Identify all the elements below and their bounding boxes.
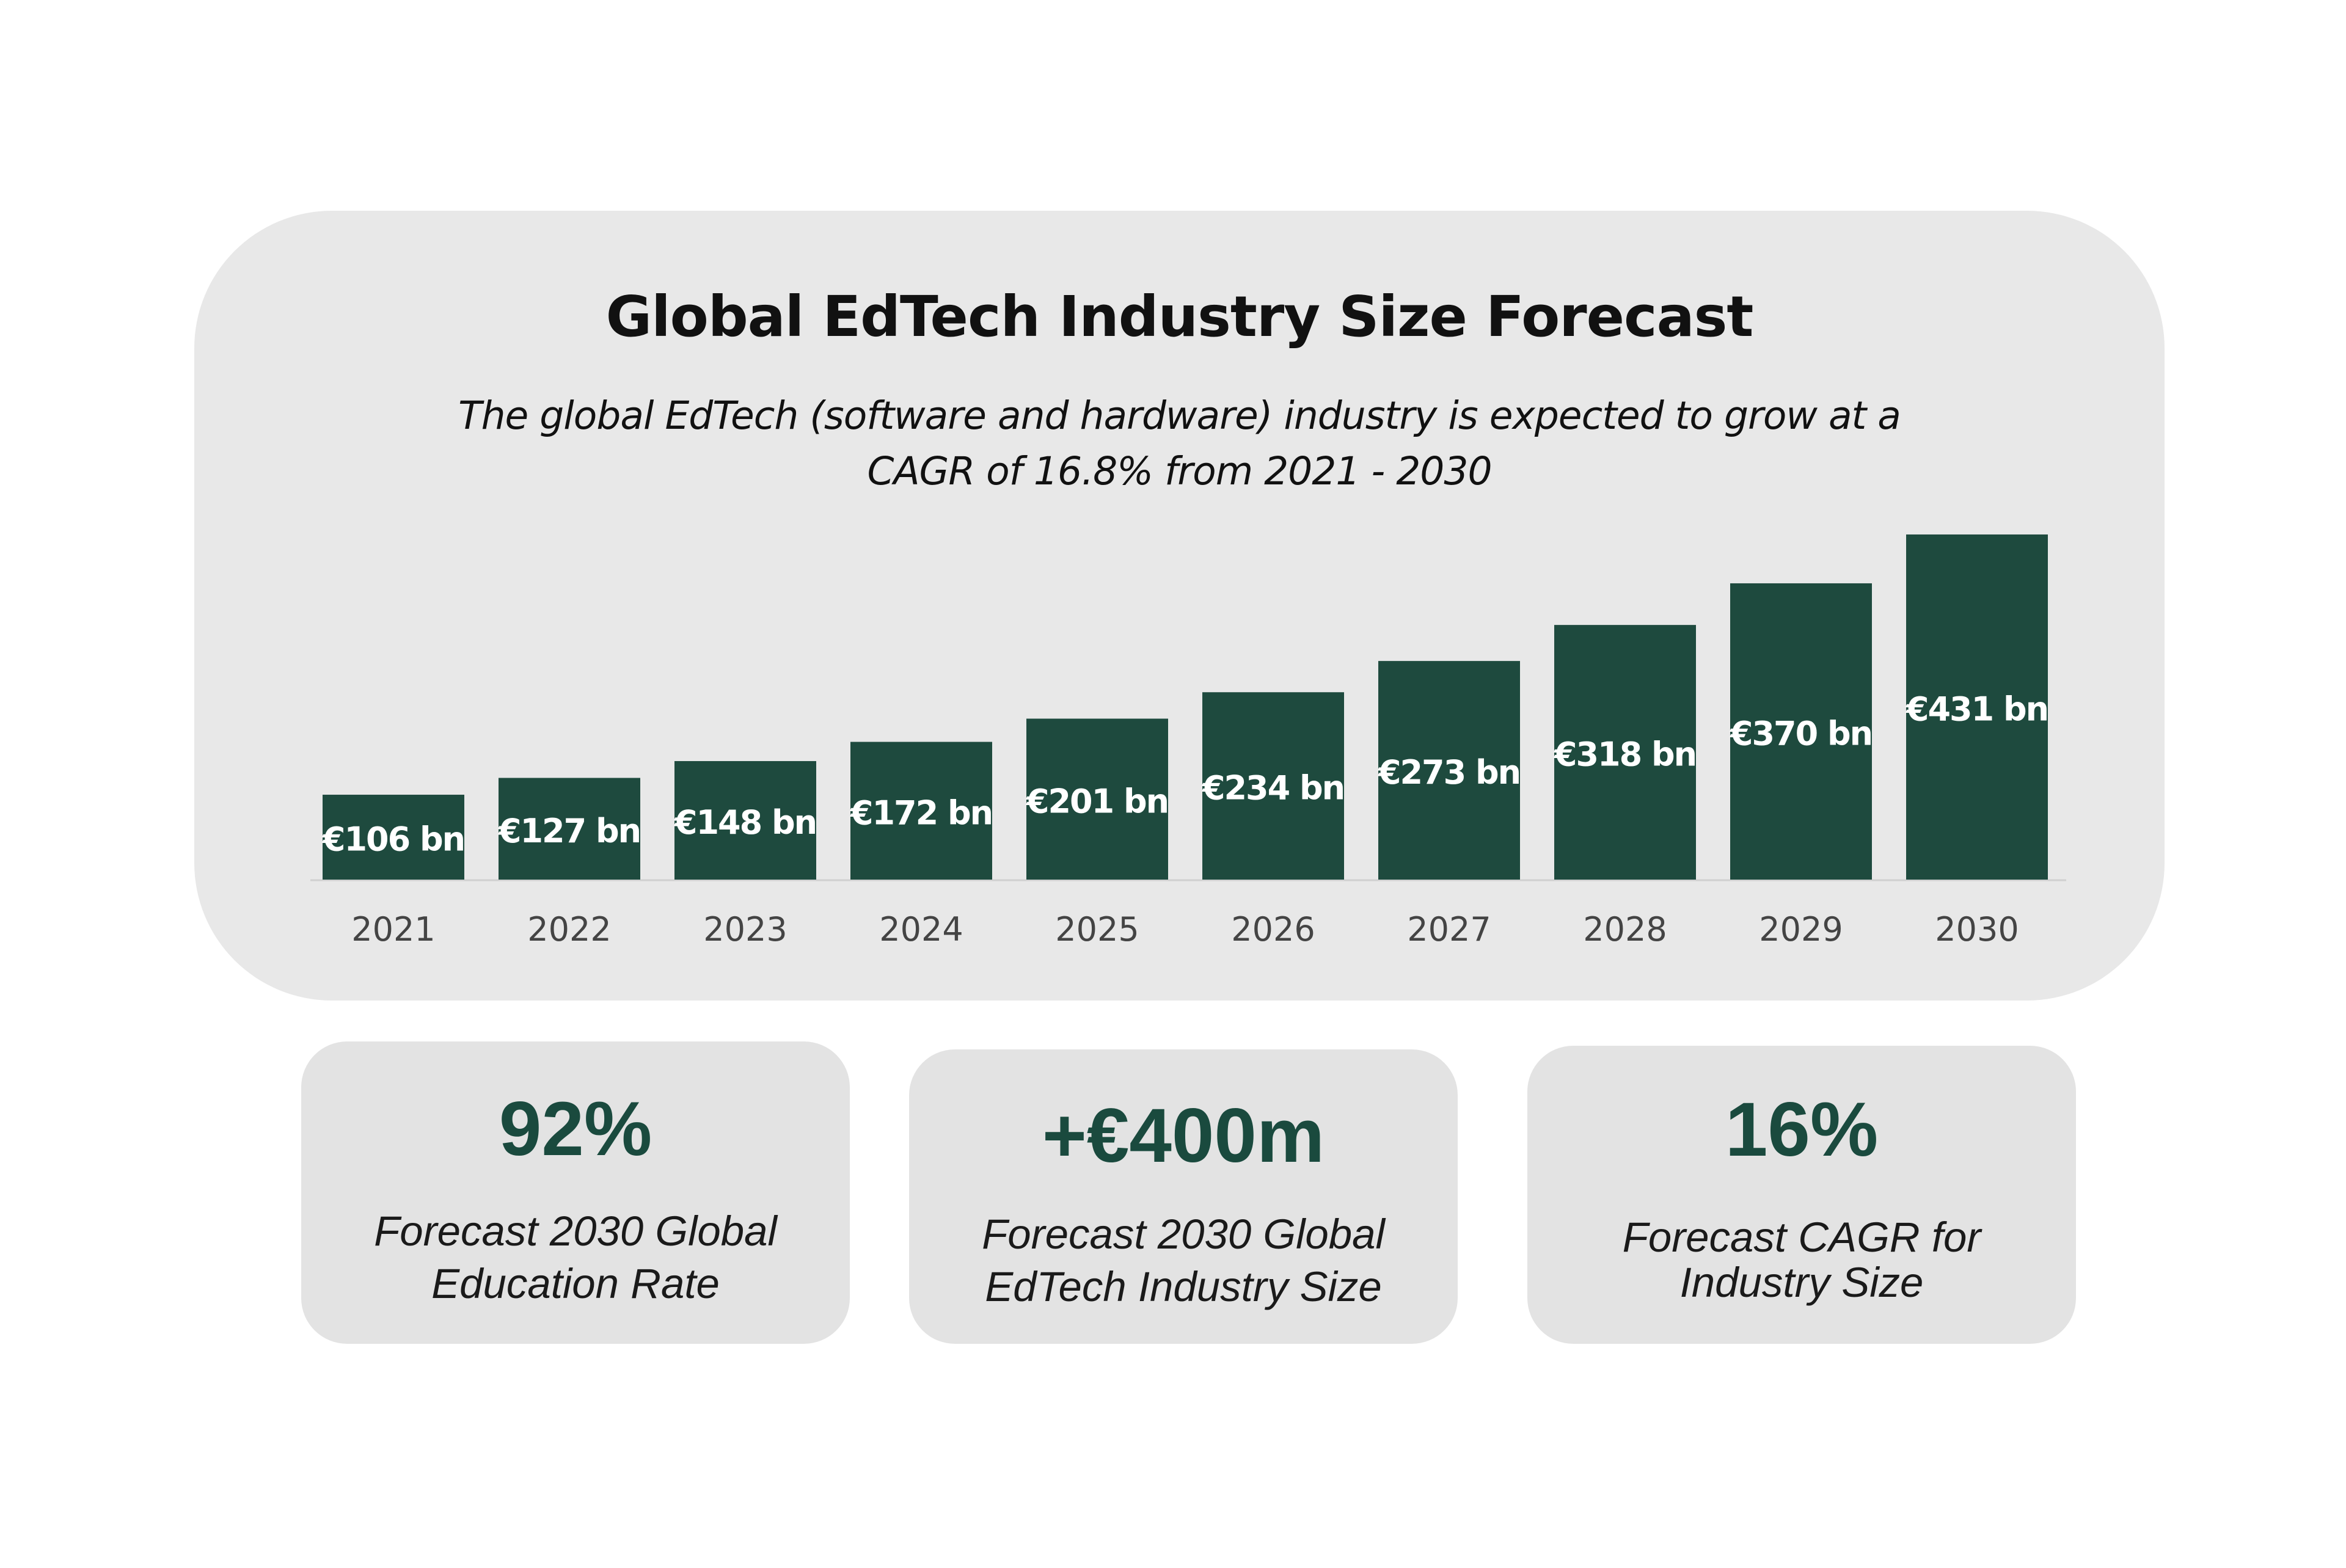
stat-card-cagr: 16% Forecast CAGR for Industry Size <box>1527 1046 2076 1344</box>
chart-subtitle-line-2: CAGR of 16.8% from 2021 - 2030 <box>867 449 1492 494</box>
stat-value: 16% <box>1725 1087 1879 1172</box>
bar-2025 <box>1026 718 1168 880</box>
stat-label-line: Forecast CAGR for <box>1622 1214 1981 1261</box>
x-tick-label-2029: 2029 <box>1759 910 1843 949</box>
x-tick-label-2027: 2027 <box>1407 910 1491 949</box>
bar-2024 <box>850 742 992 880</box>
stat-label-line: EdTech Industry Size <box>985 1263 1382 1310</box>
stat-label-line: Forecast 2030 Global <box>374 1208 777 1255</box>
chart-title: Global EdTech Industry Size Forecast <box>605 284 1754 349</box>
stat-label: Forecast 2030 Global EdTech Industry Siz… <box>909 1208 1458 1313</box>
x-tick-label-2026: 2026 <box>1231 910 1315 949</box>
bar-2028 <box>1554 625 1696 880</box>
stat-value: 92% <box>499 1087 652 1172</box>
x-tick-label-2021: 2021 <box>351 910 435 949</box>
data-label-2023: €148 bn <box>673 803 816 842</box>
bar-2027 <box>1378 661 1520 880</box>
chart-subtitle: The global EdTech (software and hardware… <box>194 388 2165 499</box>
data-label-2030: €431 bn <box>1905 690 2048 729</box>
x-tick-label-2023: 2023 <box>703 910 787 949</box>
bar-chart: €106 bn 2021 €127 bn 2022 €148 bn 2023 €172 bn… <box>310 534 2066 949</box>
stat-card-education-rate: 92% Forecast 2030 Global Education Rate <box>301 1041 850 1344</box>
data-label-2027: €273 bn <box>1377 753 1520 792</box>
bar-2026 <box>1202 692 1344 880</box>
x-tick-label-2025: 2025 <box>1055 910 1139 949</box>
bar-2023 <box>674 760 816 880</box>
data-label-2028: €318 bn <box>1553 735 1696 774</box>
data-label-2024: €172 bn <box>849 793 992 832</box>
data-label-2026: €234 bn <box>1201 769 1344 808</box>
data-label-2029: €370 bn <box>1729 714 1872 753</box>
data-label-2025: €201 bn <box>1025 782 1168 820</box>
chart-panel: Global EdTech Industry Size Forecast The… <box>194 211 2165 1001</box>
chart-subtitle-line-1: The global EdTech (software and hardware… <box>458 393 1901 438</box>
stat-label: Forecast 2030 Global Education Rate <box>301 1205 850 1310</box>
stat-label-line: Industry Size <box>1679 1259 1924 1306</box>
bar-2022 <box>499 778 640 880</box>
stat-card-industry-size: +€400m Forecast 2030 Global EdTech Indus… <box>909 1049 1458 1344</box>
bar-2029 <box>1730 583 1872 880</box>
x-tick-label-2024: 2024 <box>879 910 963 949</box>
stat-value: +€400m <box>1042 1093 1325 1178</box>
x-tick-label-2028: 2028 <box>1583 910 1667 949</box>
stat-label: Forecast CAGR for Industry Size <box>1527 1215 2076 1305</box>
bar-2021 <box>323 795 464 880</box>
x-tick-label-2022: 2022 <box>527 910 611 949</box>
data-label-2021: €106 bn <box>321 820 464 859</box>
data-label-2022: €127 bn <box>497 812 640 850</box>
stat-label-line: Education Rate <box>431 1260 720 1307</box>
bar-2030 <box>1906 534 2048 880</box>
stat-label-line: Forecast 2030 Global <box>982 1211 1385 1258</box>
x-tick-label-2030: 2030 <box>1935 910 2019 949</box>
